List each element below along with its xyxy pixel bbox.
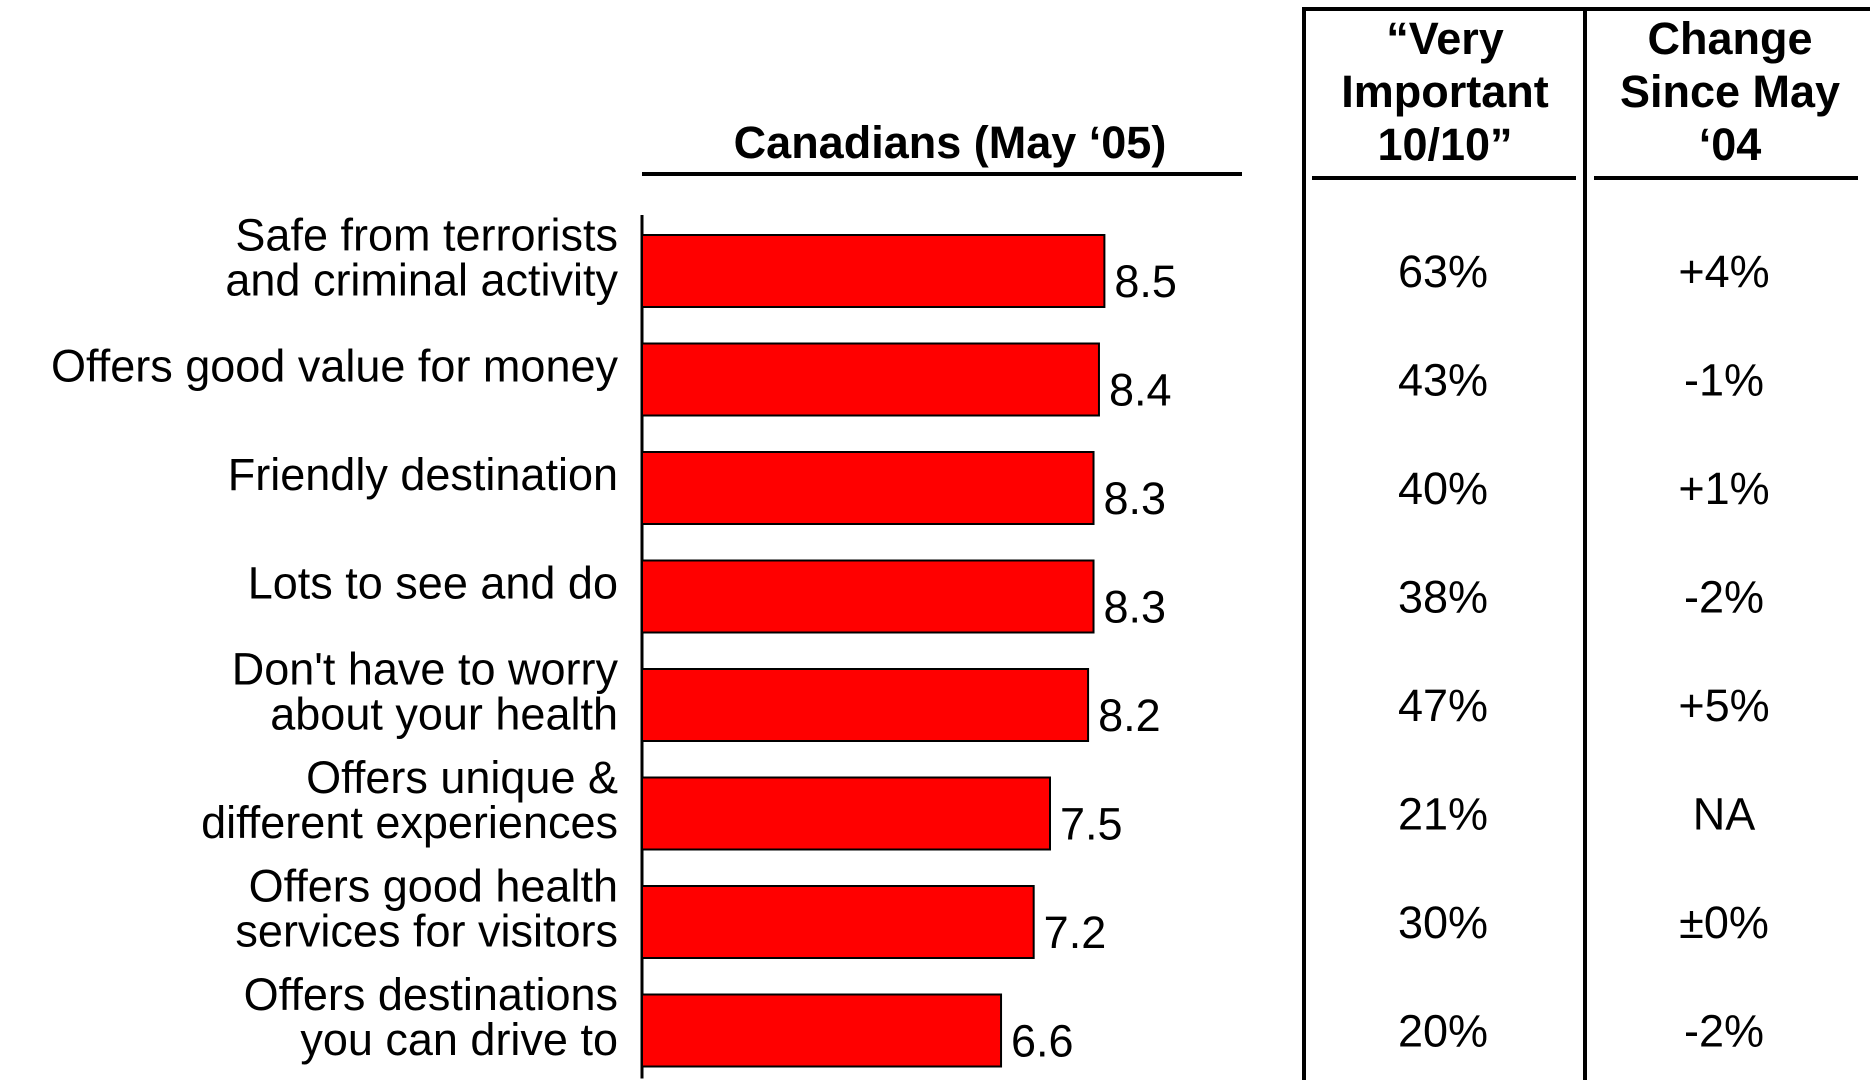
- category-label: Don't have to worry about your health: [232, 644, 619, 740]
- table-column-divider: [1583, 7, 1587, 1080]
- chart-title: Canadians (May ‘05): [733, 117, 1167, 168]
- category-label: Offers good value for money: [51, 341, 618, 392]
- bar: [641, 776, 1051, 851]
- bar: [641, 993, 1003, 1068]
- bar: [641, 885, 1035, 959]
- data-label: 8.5: [1114, 256, 1177, 307]
- change-underline: [1594, 176, 1858, 180]
- category-label: Offers destinations you can drive to: [244, 969, 618, 1065]
- very-important-cell: 38%: [1398, 572, 1488, 623]
- title-underline: [642, 172, 1242, 176]
- change-cell: -2%: [1684, 572, 1764, 623]
- category-label: Safe from terrorists and criminal activit…: [225, 210, 618, 306]
- data-label: 8.3: [1104, 582, 1167, 633]
- very-important-cell: 20%: [1398, 1006, 1488, 1057]
- change-cell: ±0%: [1679, 897, 1769, 948]
- data-label: 8.4: [1109, 365, 1172, 416]
- data-label: 7.5: [1060, 799, 1123, 850]
- bar: [641, 559, 1095, 634]
- change-cell: +5%: [1678, 680, 1769, 731]
- category-label: Offers good health services for visitors: [235, 861, 618, 957]
- very-important-cell: 30%: [1398, 897, 1488, 948]
- bar: [641, 234, 1106, 308]
- change-cell: NA: [1693, 789, 1756, 840]
- bar: [641, 668, 1090, 742]
- data-label: 7.2: [1044, 907, 1107, 958]
- change-cell: -2%: [1684, 1006, 1764, 1057]
- category-label: Lots to see and do: [248, 558, 618, 609]
- change-cell: +4%: [1678, 246, 1769, 297]
- very-important-cell: 63%: [1398, 246, 1488, 297]
- data-label: 8.2: [1098, 690, 1161, 741]
- very-important-header: “Very Important 10/10”: [1341, 13, 1549, 170]
- very-important-cell: 47%: [1398, 680, 1488, 731]
- bar: [641, 451, 1095, 525]
- very-important-cell: 43%: [1398, 355, 1488, 406]
- data-label: 8.3: [1104, 473, 1167, 524]
- change-header: Change Since May ‘04: [1619, 13, 1841, 170]
- change-cell: -1%: [1684, 355, 1764, 406]
- table-top-border: [1302, 7, 1870, 11]
- table-left-border: [1302, 7, 1306, 1080]
- bar: [641, 342, 1100, 417]
- category-label: Friendly destination: [228, 449, 618, 500]
- very-important-underline: [1312, 176, 1576, 180]
- data-label: 6.6: [1011, 1016, 1074, 1067]
- very-important-cell: 40%: [1398, 463, 1488, 514]
- very-important-cell: 21%: [1398, 789, 1488, 840]
- category-label: Offers unique & different experiences: [201, 752, 618, 848]
- change-cell: +1%: [1678, 463, 1769, 514]
